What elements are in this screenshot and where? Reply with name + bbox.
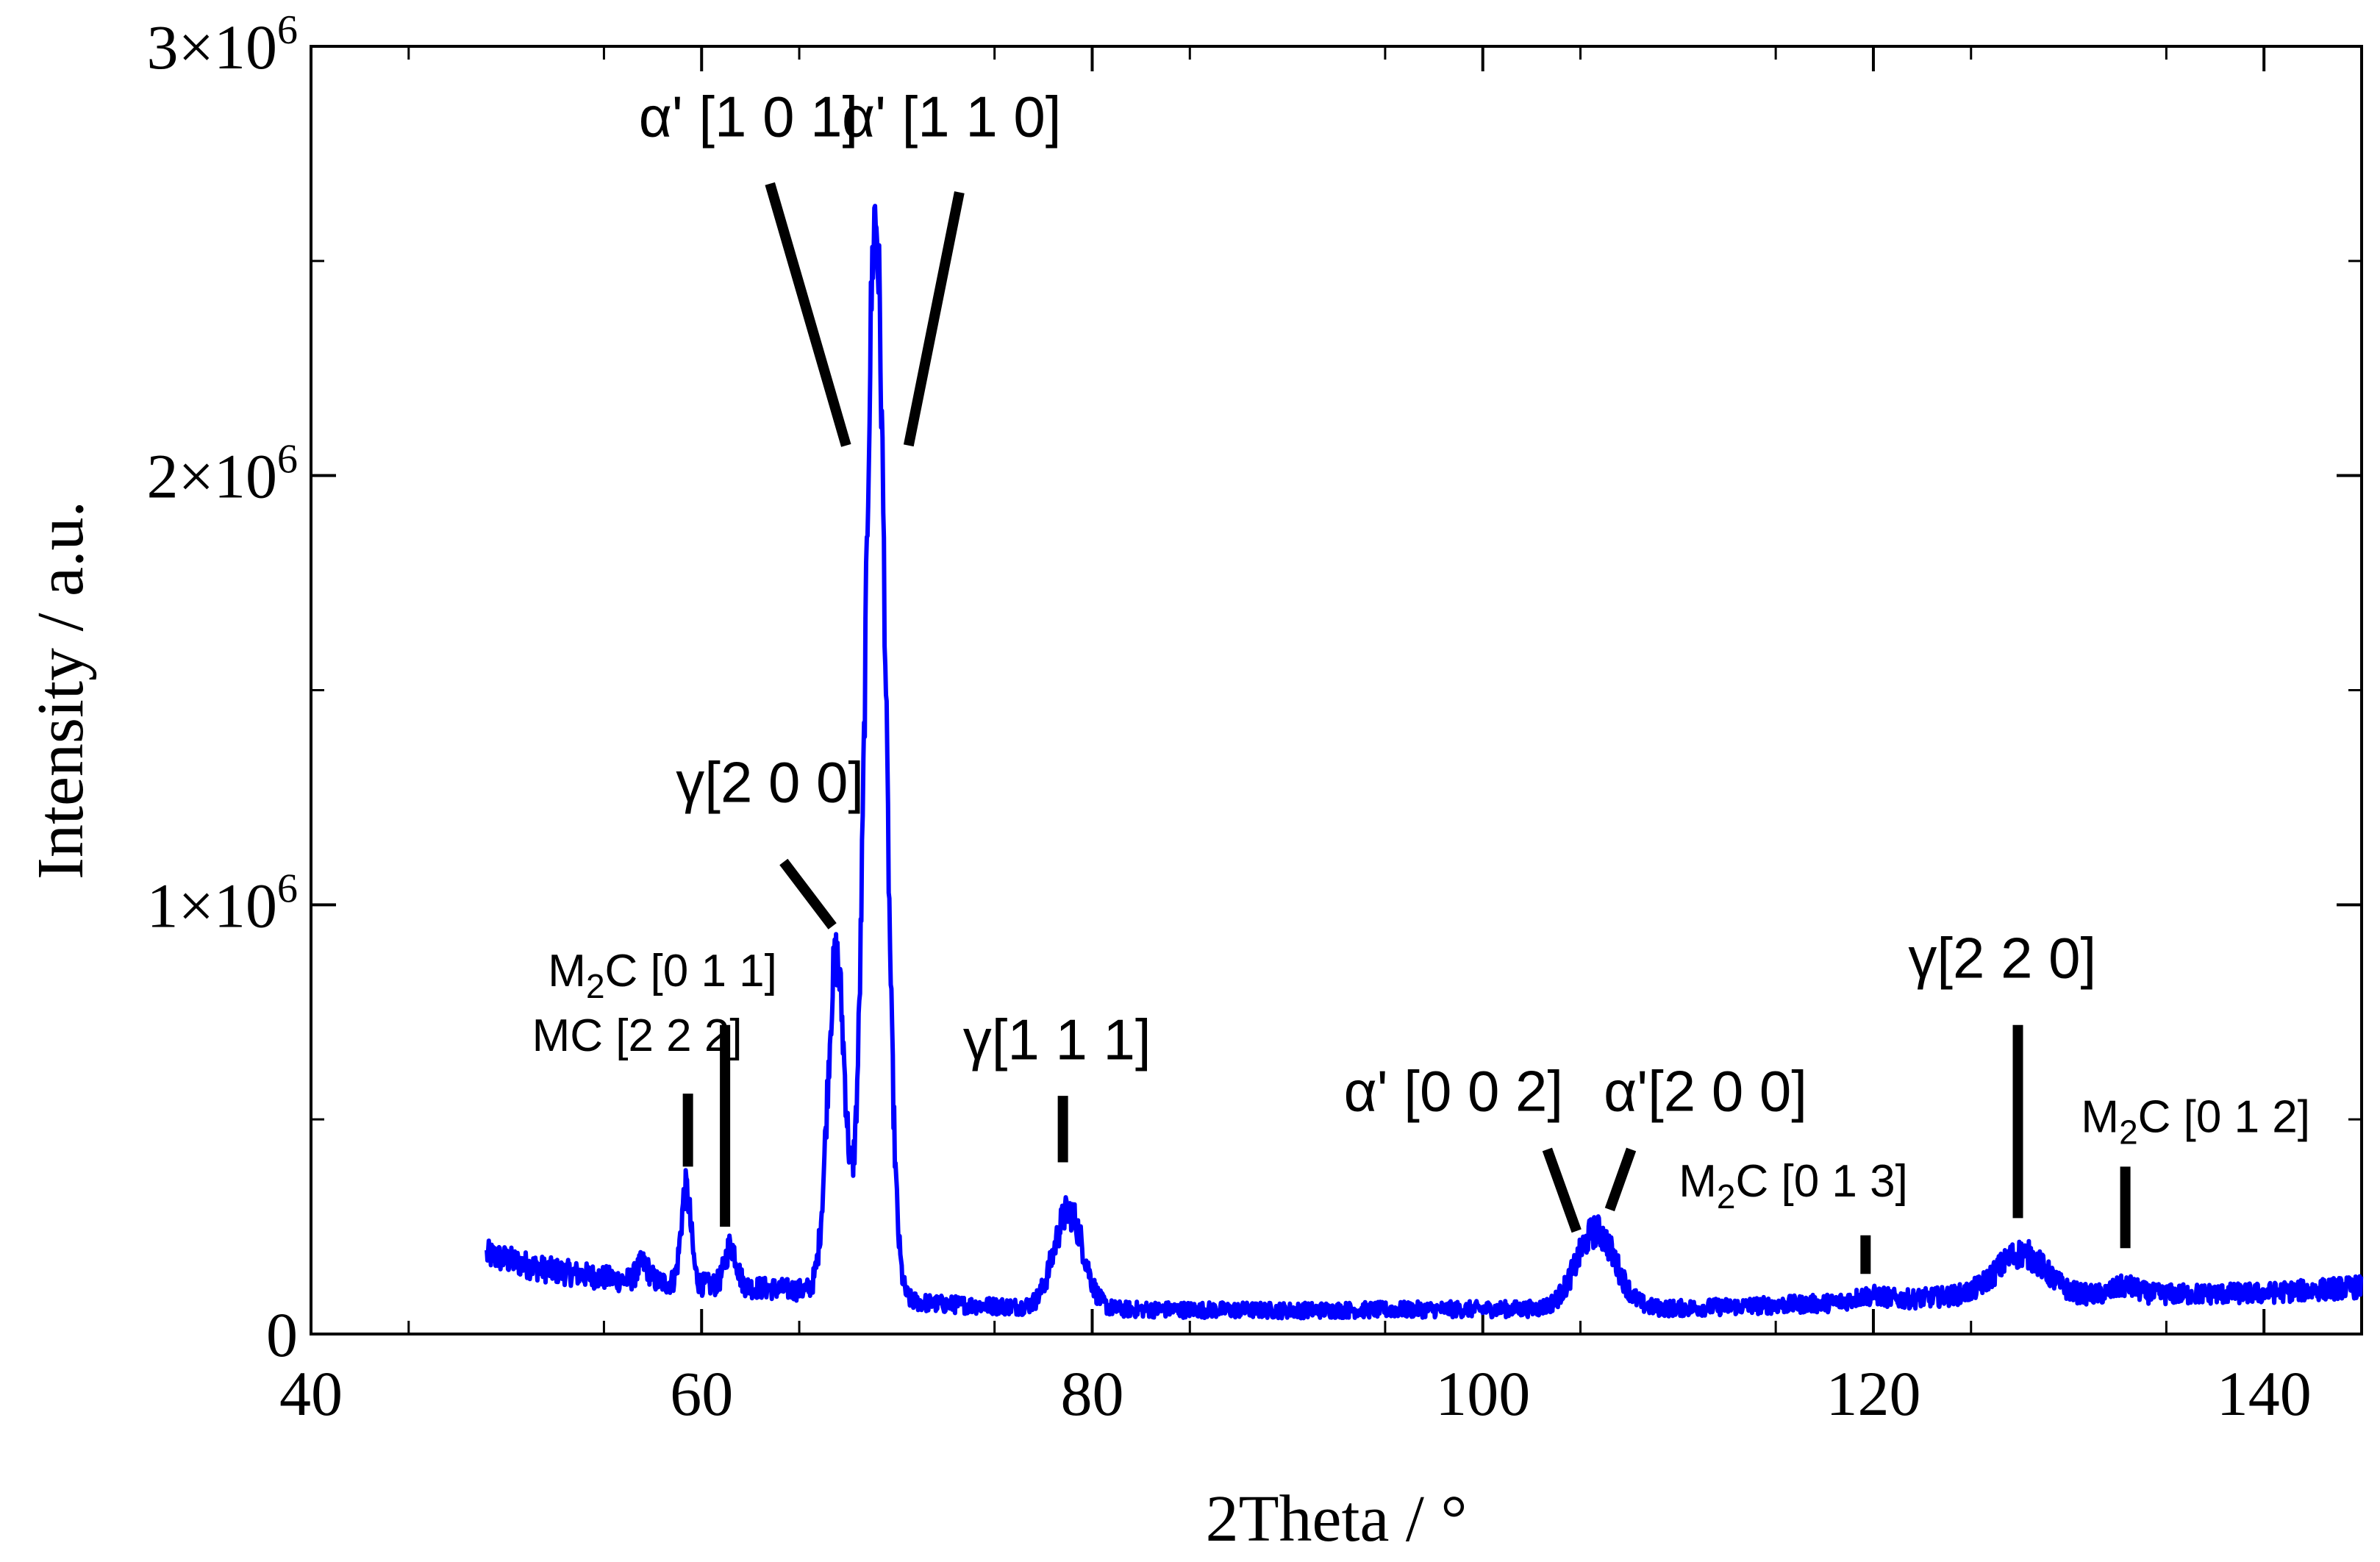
annotation-label: MC [2 2 2] [532,1010,743,1061]
plot-frame [310,45,2363,1335]
y-axis-label: Intensity / a.u. [24,501,97,880]
y-tick-label: 2×106 [146,437,298,512]
annotation-gamma-220: γ[2 2 0] [1908,926,2096,1219]
annotation-gamma-111: γ[1 1 1] [963,1007,1151,1163]
annotation-alpha-101: α' [1 0 1] [639,85,858,447]
x-tick-label: 80 [1060,1358,1123,1429]
annotation-label: α' [0 0 2] [1344,1058,1563,1123]
x-axis-label: 2Theta / ° [1206,1483,1468,1555]
annotation-label: γ[2 2 0] [1908,926,2096,991]
annotation-leader-line [765,182,851,447]
annotation-leader-line [779,858,837,930]
y-tick-mantissa: 2×10 [146,441,277,512]
x-tick-label: 100 [1435,1358,1530,1429]
annotation-label: M2C [0 1 1] [548,946,777,1005]
y-tick-label: 0 [266,1299,298,1370]
y-tick-exponent: 6 [277,7,298,53]
annotation-label: γ[2 0 0] [676,749,864,814]
y-tick-label: 1×106 [146,866,298,941]
annotation-mc-222: MC [2 2 2] [532,1010,743,1167]
annotation-label: α' [1 0 1] [639,85,858,149]
annotation-alpha-002: α' [0 0 2] [1344,1058,1582,1233]
y-tick-mantissa: 1×10 [146,870,277,941]
annotation-label: M2C [0 1 3] [1679,1156,1908,1216]
annotation-label: α' [1 1 0] [842,85,1061,149]
annotation-m2c-012: M2C [0 1 2] [2081,1092,2310,1249]
annotation-leader-line [1604,1147,1637,1212]
y-tick-exponent: 6 [277,866,298,911]
x-tick-label: 120 [1826,1358,1920,1429]
annotation-label: M2C [0 1 2] [2081,1092,2310,1152]
peak-annotations: α' [1 0 1]α' [1 1 0]γ[2 0 0]M2C [0 1 1]M… [532,85,2310,1274]
annotation-label: α'[2 0 0] [1604,1058,1807,1123]
annotation-leader-line [903,191,965,447]
annotation-alpha-110: α' [1 1 0] [842,85,1061,447]
annotation-label: γ[1 1 1] [963,1007,1151,1071]
axis-ticks [310,45,2362,1335]
annotation-leader-line [1542,1147,1582,1233]
annotation-gamma-200: γ[2 0 0] [676,749,864,930]
x-tick-label: 40 [279,1358,343,1429]
annotation-m2c-011: M2C [0 1 1] [548,946,777,1227]
x-tick-label: 60 [670,1358,733,1429]
annotation-m2c-013: M2C [0 1 3] [1679,1156,1908,1274]
y-tick-mantissa: 3×10 [146,12,277,82]
series-line [485,204,2364,1321]
y-tick-exponent: 6 [277,437,298,482]
y-tick-label: 3×106 [146,7,298,82]
y-tick-mantissa: 0 [266,1299,298,1370]
annotation-alpha-200: α'[2 0 0] [1604,1058,1807,1212]
x-tick-label: 140 [2217,1358,2312,1429]
